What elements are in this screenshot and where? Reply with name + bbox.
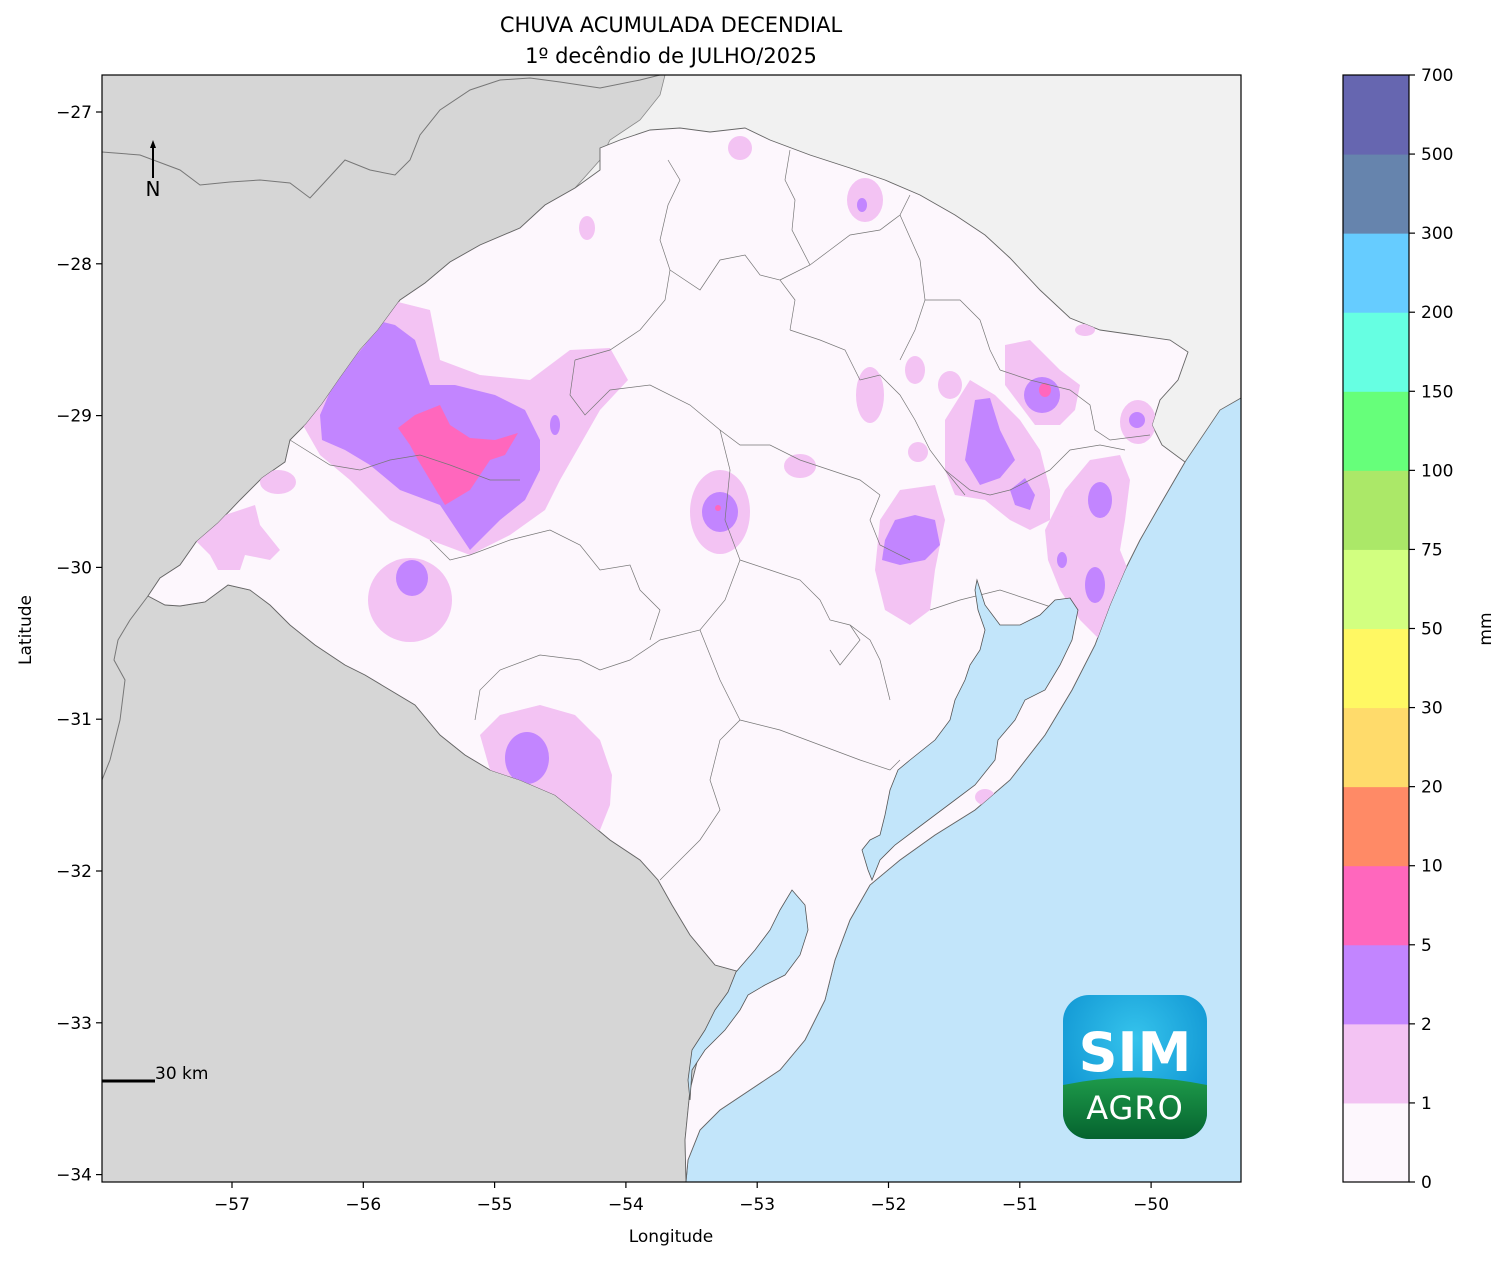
colorbar-tick-label: 5 bbox=[1421, 936, 1432, 956]
y-tick-label: −29 bbox=[56, 407, 92, 427]
colorbar-tick-label: 200 bbox=[1421, 303, 1453, 323]
y-tick-label: −32 bbox=[56, 862, 92, 882]
colorbar-unit-label: mm bbox=[1476, 612, 1496, 645]
colorbar-segment bbox=[1343, 707, 1409, 788]
colorbar-tick-label: 150 bbox=[1421, 382, 1453, 402]
colorbar-tick-label: 100 bbox=[1421, 461, 1453, 481]
colorbar-tick-label: 0 bbox=[1421, 1173, 1432, 1193]
colorbar-segment bbox=[1343, 865, 1409, 946]
map-frame bbox=[101, 74, 1242, 1183]
colorbar-tick-label: 50 bbox=[1421, 620, 1443, 640]
colorbar-segment bbox=[1343, 391, 1409, 471]
chart-title-line1: CHUVA ACUMULADA DECENDIAL bbox=[500, 13, 843, 37]
lagoa-mirim bbox=[687, 889, 809, 1101]
lagoa-dos-patos bbox=[861, 578, 1079, 882]
north-arrow: N bbox=[146, 140, 161, 201]
colorbar-tick-label: 1 bbox=[1421, 1094, 1432, 1114]
simagro-logo: SIM AGRO bbox=[1063, 995, 1207, 1139]
y-tick-label: −27 bbox=[56, 103, 92, 123]
y-axis-label: Latitude bbox=[16, 595, 36, 665]
international-border-north bbox=[102, 75, 661, 199]
x-tick-label: −54 bbox=[608, 1195, 644, 1215]
colorbar-tick-label: 300 bbox=[1421, 224, 1453, 244]
x-tick-label: −53 bbox=[739, 1195, 775, 1215]
logo-text-top: SIM bbox=[1079, 1021, 1192, 1084]
x-tick-label: −57 bbox=[214, 1195, 250, 1215]
colorbar-segment bbox=[1343, 1102, 1409, 1183]
north-label: N bbox=[146, 177, 161, 201]
colorbar-segment bbox=[1343, 312, 1409, 392]
colorbar-tick-label: 30 bbox=[1421, 699, 1443, 719]
y-tick-label: −34 bbox=[56, 1166, 92, 1186]
y-tick-label: −28 bbox=[56, 255, 92, 275]
rainfall-overlay bbox=[195, 136, 1156, 835]
colorbar-tick-label: 2 bbox=[1421, 1015, 1432, 1035]
colorbar-segment bbox=[1343, 786, 1409, 867]
colorbar-segment bbox=[1343, 470, 1409, 550]
colorbar-segment bbox=[1343, 1023, 1409, 1104]
international-border-west bbox=[102, 595, 149, 781]
colorbar-segment bbox=[1343, 154, 1409, 234]
colorbar-segment bbox=[1343, 549, 1409, 629]
logo-text-bottom: AGRO bbox=[1086, 1089, 1184, 1127]
y-tick-label: −33 bbox=[56, 1014, 92, 1034]
colorbar-segment bbox=[1343, 75, 1409, 155]
colorbar-tick-label: 500 bbox=[1421, 145, 1453, 165]
x-tick-label: −52 bbox=[871, 1195, 907, 1215]
rain-5-10mm-zones bbox=[398, 383, 1051, 511]
chart-title-line2: 1º decêndio de JULHO/2025 bbox=[525, 44, 817, 68]
x-tick-label: −51 bbox=[1002, 1195, 1038, 1215]
colorbar-tick-label: 75 bbox=[1421, 540, 1443, 560]
colorbar-tick-label: 700 bbox=[1421, 66, 1453, 86]
colorbar-tick-label: 20 bbox=[1421, 778, 1443, 798]
colorbar-segment bbox=[1343, 944, 1409, 1025]
colorbar-segment bbox=[1343, 233, 1409, 313]
x-tick-label: −50 bbox=[1133, 1195, 1169, 1215]
x-axis: −57 −56 −55 −54 −53 −52 −51 −50 bbox=[214, 1182, 1169, 1215]
x-tick-label: −55 bbox=[477, 1195, 513, 1215]
y-tick-label: −31 bbox=[56, 710, 92, 730]
y-axis: −27 −28 −29 −30 −31 −32 −33 −34 bbox=[56, 103, 102, 1186]
x-tick-label: −56 bbox=[345, 1195, 381, 1215]
scale-bar: 30 km bbox=[102, 1064, 208, 1084]
y-tick-label: −30 bbox=[56, 558, 92, 578]
colorbar-tick-label: 10 bbox=[1421, 857, 1443, 877]
region-boundaries bbox=[289, 149, 1151, 881]
x-axis-label: Longitude bbox=[629, 1227, 714, 1247]
colorbar-segment bbox=[1343, 628, 1409, 709]
scale-label: 30 km bbox=[155, 1064, 208, 1084]
colorbar: 0 1 2 5 10 20 30 50 75 100 150 200 300 500 700 bbox=[1342, 66, 1453, 1193]
map-area bbox=[102, 75, 1241, 1182]
